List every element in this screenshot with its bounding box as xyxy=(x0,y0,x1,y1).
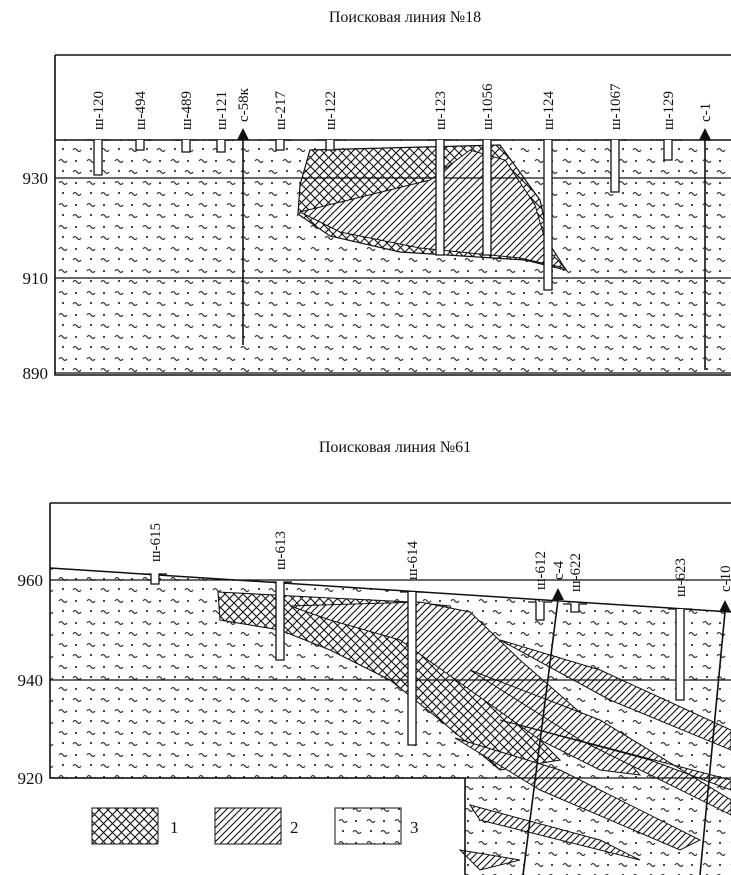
level-label: 910 xyxy=(23,269,49,288)
section-title: Поисковая линия №61 xyxy=(319,439,471,456)
level-label: 940 xyxy=(18,671,44,690)
well-label: с-4 xyxy=(551,560,567,580)
legend-swatch xyxy=(92,808,158,844)
borehole-head xyxy=(719,600,731,612)
well-label: ш-217 xyxy=(273,90,289,130)
well-label: ш-1056 xyxy=(480,83,496,130)
well-label: ш-120 xyxy=(91,91,107,130)
borehole-head xyxy=(552,588,564,600)
level-label: 930 xyxy=(23,169,49,188)
legend-label: 2 xyxy=(290,818,299,837)
section-title: Поисковая линия №18 xyxy=(329,9,481,26)
borehole-head xyxy=(699,128,711,140)
level-label: 890 xyxy=(23,364,49,383)
well-label: ш-122 xyxy=(323,91,339,130)
well-label: с-58к xyxy=(236,87,252,122)
well-label: ш-121 xyxy=(214,91,230,130)
borehole-head xyxy=(237,128,249,140)
level-label: 960 xyxy=(18,571,44,590)
legend-swatch xyxy=(335,808,401,844)
well-label: с-1 xyxy=(698,103,714,122)
well-label: с-10 xyxy=(718,565,731,592)
well-label: ш-613 xyxy=(273,531,289,570)
legend-label: 3 xyxy=(410,818,419,837)
legend-label: 1 xyxy=(170,818,179,837)
well-label: ш-489 xyxy=(179,91,195,130)
level-label: 920 xyxy=(18,769,44,788)
well-label: ш-1067 xyxy=(608,83,624,130)
well-label: ш-623 xyxy=(673,558,689,597)
legend-swatch xyxy=(215,808,281,844)
well-label: ш-124 xyxy=(541,90,557,130)
well-label: ш-622 xyxy=(568,553,584,592)
well-label: ш-494 xyxy=(133,90,149,130)
well-label: ш-612 xyxy=(533,551,549,590)
diagram: Поисковая линия №18 Поисковая линия №61 … xyxy=(0,0,731,875)
well-label: ш-614 xyxy=(405,540,421,580)
well-label: ш-123 xyxy=(433,91,449,130)
well-label: ш-129 xyxy=(661,91,677,130)
well-label: ш-615 xyxy=(148,523,164,562)
